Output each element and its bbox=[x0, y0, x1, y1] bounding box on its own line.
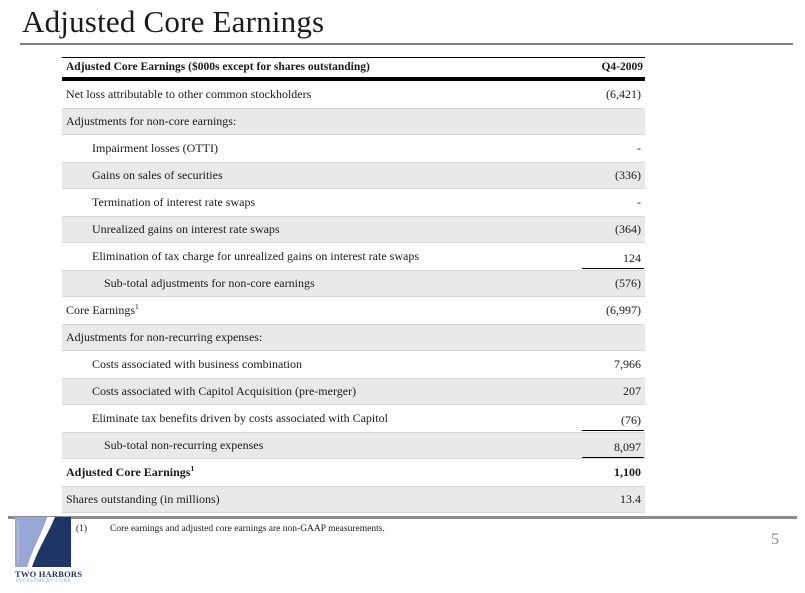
page-number: 5 bbox=[771, 531, 779, 548]
table-row: Adjustments for non-core earnings: bbox=[62, 108, 645, 135]
row-label: Adjustments for non-recurring expenses: bbox=[66, 330, 263, 344]
footnote: (1) Core earnings and adjusted core earn… bbox=[76, 524, 385, 534]
row-label: Termination of interest rate swaps bbox=[92, 195, 256, 209]
table-row: Impairment losses (OTTI) - bbox=[62, 135, 645, 162]
row-value: (6,997) bbox=[606, 303, 641, 317]
row-label: Net loss attributable to other common st… bbox=[66, 87, 312, 101]
table-row: Costs associated with business combinati… bbox=[62, 351, 645, 378]
footnote-reference: 1 bbox=[190, 464, 195, 473]
row-value: (364) bbox=[615, 222, 641, 236]
table-row: Sub-total non-recurring expenses 8,097 bbox=[62, 432, 645, 459]
row-label: Costs associated with Capitol Acquisitio… bbox=[92, 384, 357, 398]
footnote-reference: 1 bbox=[134, 302, 139, 311]
table-row: Adjustments for non-recurring expenses: bbox=[62, 324, 645, 351]
row-value: 124 bbox=[582, 251, 644, 269]
table-row: Adjusted Core Earnings1 1,100 bbox=[62, 459, 645, 486]
table-row: Sub-total adjustments for non-core earni… bbox=[62, 270, 645, 297]
row-label: Gains on sales of securities bbox=[92, 168, 223, 182]
logo-tagline: INVESTMENT CORP. bbox=[15, 579, 73, 584]
table-row: Costs associated with Capitol Acquisitio… bbox=[62, 378, 645, 405]
footnote-text: Core earnings and adjusted core earnings… bbox=[110, 524, 385, 534]
table-header-period: Q4-2009 bbox=[601, 61, 643, 73]
footer-divider bbox=[8, 516, 797, 519]
table-header-label: Adjusted Core Earnings ($000s except for… bbox=[66, 61, 370, 73]
table-row: Termination of interest rate swaps - bbox=[62, 189, 645, 216]
logo-company-name: TWO HARBORS bbox=[15, 569, 83, 579]
row-value: (6,421) bbox=[606, 87, 641, 101]
table-row: Net loss attributable to other common st… bbox=[62, 81, 645, 108]
row-value: - bbox=[637, 141, 641, 155]
row-label: Elimination of tax charge for unrealized… bbox=[92, 249, 419, 263]
adjusted-core-earnings-table: Adjusted Core Earnings ($000s except for… bbox=[62, 57, 645, 513]
row-label: Adjusted Core Earnings1 bbox=[66, 464, 195, 479]
row-value: 1,100 bbox=[614, 465, 641, 479]
footnote-marker: (1) bbox=[76, 524, 88, 534]
row-value: 7,966 bbox=[614, 357, 641, 371]
table-row: Eliminate tax benefits driven by costs a… bbox=[62, 405, 645, 432]
table-body: Net loss attributable to other common st… bbox=[62, 81, 645, 513]
row-label: Sub-total adjustments for non-core earni… bbox=[104, 276, 315, 290]
table-row: Core Earnings1 (6,997) bbox=[62, 297, 645, 324]
two-harbors-logo-icon bbox=[15, 517, 71, 567]
table-row: Unrealized gains on interest rate swaps (… bbox=[62, 216, 645, 243]
title-divider bbox=[20, 43, 793, 45]
row-label: Adjustments for non-core earnings: bbox=[66, 114, 237, 128]
row-value: 207 bbox=[623, 384, 641, 398]
row-label: Impairment losses (OTTI) bbox=[92, 141, 218, 155]
row-label: Shares outstanding (in millions) bbox=[66, 492, 220, 506]
page-title: Adjusted Core Earnings bbox=[22, 4, 325, 39]
row-label: Core Earnings1 bbox=[66, 302, 139, 317]
row-value: (76) bbox=[582, 413, 644, 431]
row-value: 8,097 bbox=[582, 440, 644, 458]
row-value: (576) bbox=[615, 276, 641, 290]
row-label: Unrealized gains on interest rate swaps bbox=[92, 222, 280, 236]
row-label: Costs associated with business combinati… bbox=[92, 357, 302, 371]
row-label: Sub-total non-recurring expenses bbox=[104, 438, 264, 452]
row-value: 13.4 bbox=[620, 492, 641, 506]
table-row: Shares outstanding (in millions) 13.4 bbox=[62, 486, 645, 513]
table-row: Elimination of tax charge for unrealized… bbox=[62, 243, 645, 270]
table-header-row: Adjusted Core Earnings ($000s except for… bbox=[62, 57, 645, 81]
table-row: Gains on sales of securities (336) bbox=[62, 162, 645, 189]
row-value: - bbox=[637, 195, 641, 209]
company-logo: TWO HARBORS INVESTMENT CORP. bbox=[15, 517, 83, 584]
row-value: (336) bbox=[615, 168, 641, 182]
row-label: Eliminate tax benefits driven by costs a… bbox=[92, 411, 388, 425]
